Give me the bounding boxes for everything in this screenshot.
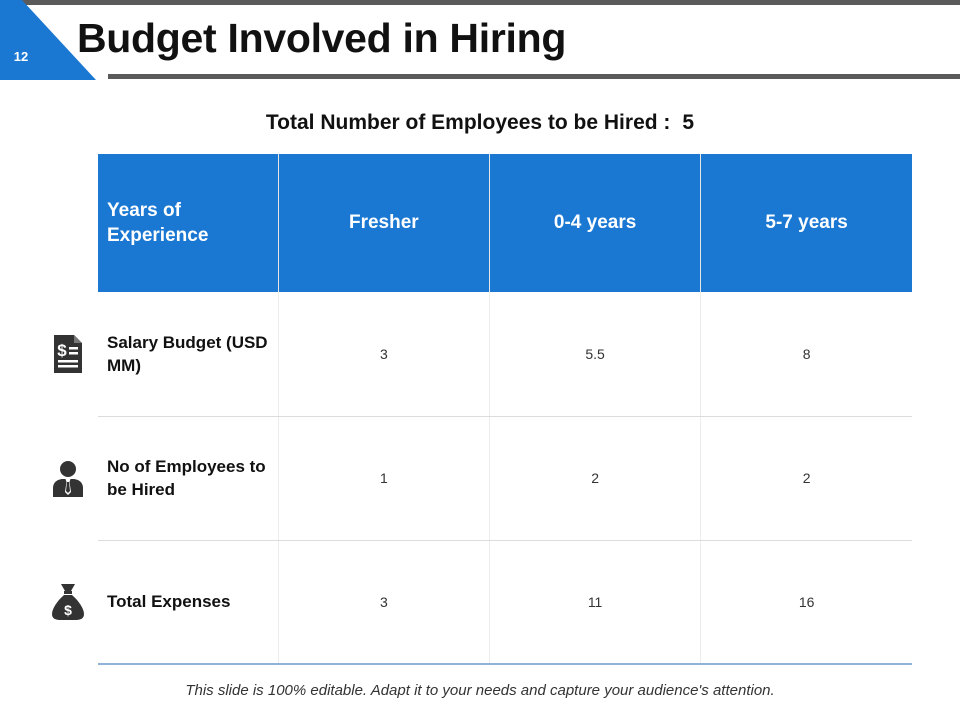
title-underline: [108, 74, 960, 79]
cell-value: 1: [278, 416, 490, 541]
total-employees-label: Total Number of Employees to be Hired :: [265, 111, 671, 134]
footer-note: This slide is 100% editable. Adapt it to…: [185, 682, 775, 699]
slide-number-badge: [0, 0, 96, 80]
row-label: Salary Budget (USD MM): [98, 292, 279, 417]
hiring-budget-table: Years of Experience Fresher 0-4 years 5-…: [98, 154, 912, 665]
table-row-salary-budget: Salary Budget (USD MM) 3 5.5 8: [98, 292, 912, 417]
header-fresher: Fresher: [278, 154, 490, 292]
table-row-employees-hired: No of Employees to be Hired 1 2 2: [98, 416, 912, 541]
cell-value: 3: [278, 540, 490, 665]
invoice-dollar-icon: $: [50, 334, 86, 374]
slide-number: 12: [13, 49, 29, 64]
cell-value: 2: [489, 416, 702, 541]
cell-value: 2: [700, 416, 912, 541]
cell-value: 8: [700, 292, 912, 417]
cell-value: 16: [700, 540, 912, 665]
total-employees-value: 5: [682, 111, 695, 134]
slide-title: Budget Involved in Hiring: [77, 15, 567, 61]
row-label: Total Expenses: [98, 540, 279, 665]
cell-value: 5.5: [489, 292, 702, 417]
header-0-4-years: 0-4 years: [489, 154, 702, 292]
table-row-total-expenses: Total Expenses 3 11 16: [98, 540, 912, 665]
cell-value: 11: [489, 540, 702, 665]
top-divider-bar: [22, 0, 960, 5]
employee-icon: [50, 460, 86, 500]
cell-value: 3: [278, 292, 490, 417]
money-bag-icon: $: [50, 582, 86, 622]
header-5-7-years: 5-7 years: [700, 154, 912, 292]
table-header-row: Years of Experience Fresher 0-4 years 5-…: [98, 154, 912, 292]
svg-text:$: $: [64, 602, 72, 618]
row-label: No of Employees to be Hired: [98, 416, 279, 541]
svg-text:$: $: [57, 341, 67, 360]
header-years-of-experience: Years of Experience: [98, 154, 279, 292]
total-employees-summary: Total Number of Employees to be Hired : 5: [0, 111, 960, 135]
